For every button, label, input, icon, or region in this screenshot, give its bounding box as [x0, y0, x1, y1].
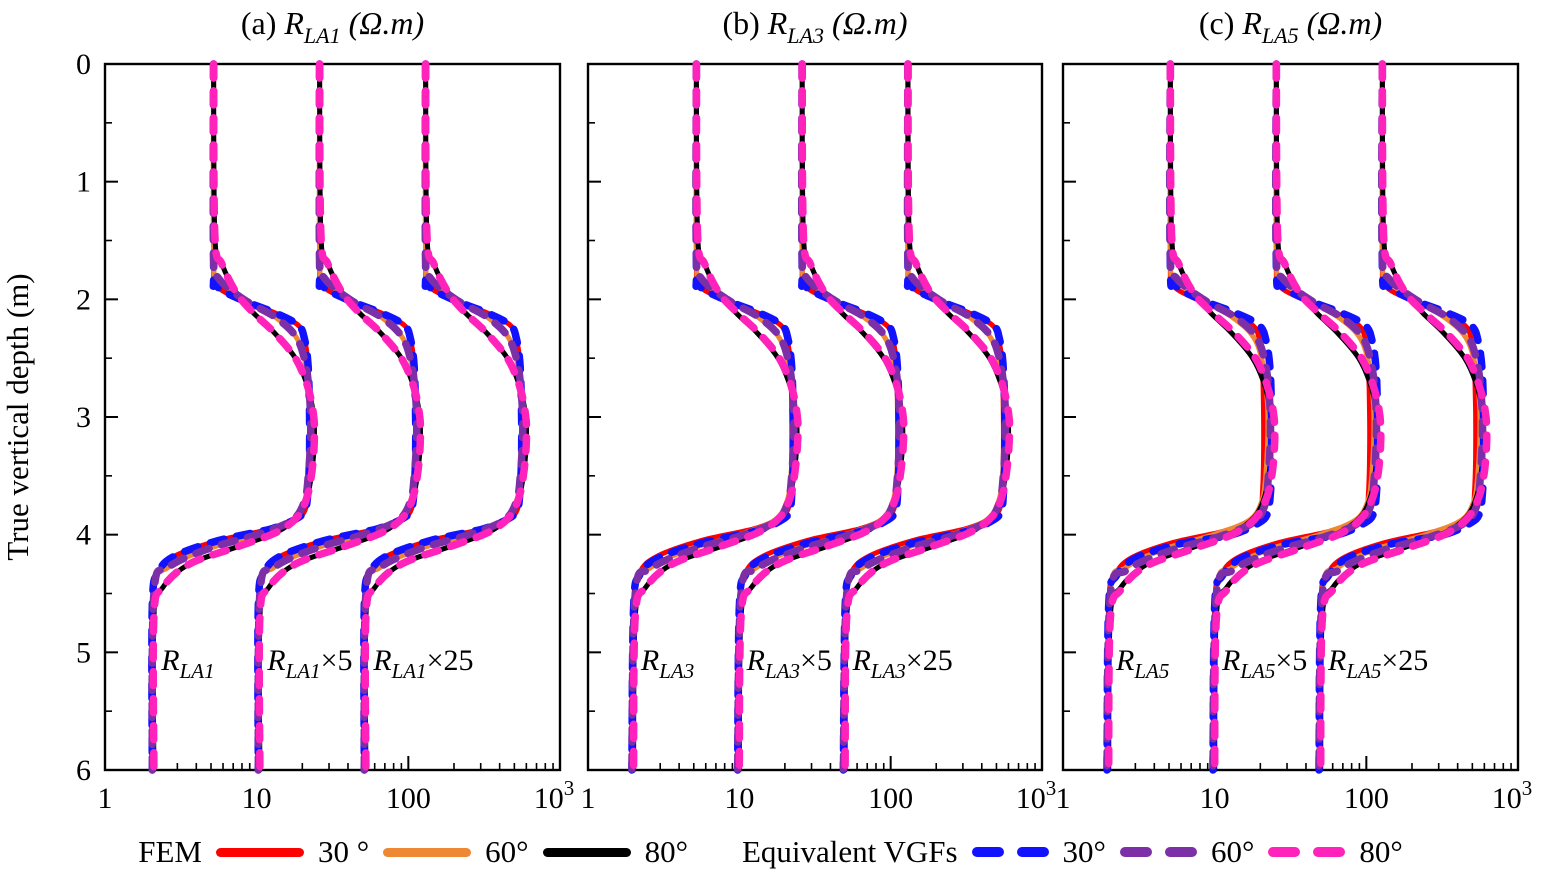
depth-tick-label: 2	[76, 283, 91, 316]
panel-1-vgf-60deg-x5-curve	[733, 60, 904, 774]
legend-vgf-80-dash-icon	[1268, 847, 1346, 857]
panel-1-vgf-80deg-x5-curve	[735, 60, 908, 774]
panel-0-x-tick-label: 1	[98, 782, 113, 815]
legend-vgf-60-label: 60°	[1210, 834, 1255, 869]
panel-2-curve-label-1: RLA5×5	[1221, 644, 1307, 683]
depth-tick-label: 5	[76, 636, 91, 669]
panel-2-vgf-80deg-x25-curve	[1316, 60, 1491, 774]
panel-1-vgf-80deg-x25-curve	[841, 60, 1014, 774]
panel-2-x-tick-label: 10	[1200, 782, 1230, 815]
legend-fem-60-label: 60°	[485, 834, 529, 869]
panel-2-curve-label-0: RLA5	[1115, 644, 1169, 683]
legend-vgf-80-label: 80°	[1359, 834, 1403, 869]
panel-1-curve-label-0: RLA3	[640, 644, 694, 683]
depth-tick-label: 0	[76, 48, 91, 81]
panel-1-curve-label-1: RLA3×5	[746, 644, 832, 683]
panel-2-vgf-60deg-x1-curve	[1103, 60, 1275, 774]
panel-0-x-tick-label: 10	[242, 782, 272, 815]
panel-1-vgf-30deg-x25-curve	[839, 60, 1009, 774]
depth-tick-label: 3	[76, 401, 91, 434]
panel-0-vgf-60deg-x1-curve	[148, 60, 315, 774]
legend-vgf-30-dash-icon	[971, 847, 1049, 857]
panel-2-vgf-60deg-x5-curve	[1209, 60, 1381, 774]
depth-axis-label: True vertical depth (m)	[0, 273, 35, 560]
panels-chart: True vertical depth (m) 1 10 100 103 0 1 2 3 4 5 6 (…	[0, 5, 1533, 815]
legend-fem-60-line-icon	[383, 847, 472, 857]
panel-0-vgf-30deg-x25-curve	[360, 60, 526, 774]
panel-0-vgf-30deg-x1-curve	[148, 60, 314, 774]
depth-tick-label: 4	[76, 519, 91, 552]
legend-fem-30-label: 30 °	[318, 834, 370, 869]
panel-0-vgf-80deg-x1-curve	[149, 60, 319, 774]
panel-1-x-tick-label-1000: 103	[1016, 776, 1057, 815]
panel-0-vgf-60deg-x5-curve	[254, 60, 421, 774]
panel-2-vgf-80deg-x1-curve	[1104, 60, 1279, 774]
panel-2-curve-label-2: RLA5×25	[1327, 644, 1428, 683]
legend-vgf-label: Equivalent VGFs	[741, 834, 958, 869]
panel-2-vgf-80deg-x5-curve	[1210, 60, 1385, 774]
panel-0-x-tick-label-1000: 103	[534, 776, 575, 815]
panel-1-x-tick-label: 100	[868, 782, 913, 815]
panel-0-vgf-60deg-x25-curve	[360, 60, 527, 774]
panel-2-x-tick-label: 1	[1056, 782, 1071, 815]
panel-2-x-tick-label-1000: 103	[1492, 776, 1533, 815]
depth-tick-label: 6	[76, 754, 91, 787]
depth-tick-label: 1	[76, 166, 91, 199]
panel-1-vgf-80deg-x1-curve	[629, 60, 802, 774]
panel-1-curve-label-2: RLA3×25	[851, 644, 952, 683]
legend-fem-80-label: 80°	[644, 834, 688, 869]
legend-fem-80-line-icon	[542, 847, 631, 857]
panel-0-curve-label-1: RLA1×5	[266, 644, 352, 683]
panel-0-vgf-80deg-x25-curve	[361, 60, 531, 774]
panel-2-title: (c) RLA5 (Ω.m)	[1199, 5, 1382, 48]
panel-1-x-tick-label: 1	[581, 782, 596, 815]
panel-1-vgf-60deg-x25-curve	[839, 60, 1010, 774]
panel-0-title: (a) RLA1 (Ω.m)	[241, 5, 424, 48]
panel-1-x-tick-label: 10	[724, 782, 754, 815]
panel-0-curve-label-0: RLA1	[160, 644, 214, 683]
panel-0-vgf-30deg-x5-curve	[254, 60, 420, 774]
panel-1-title: (b) RLA3 (Ω.m)	[722, 5, 907, 48]
panel-2-x-tick-label: 100	[1344, 782, 1389, 815]
figure-legend: FEM 30 ° 60° 80° Equivalent VGFs 30° 60°…	[0, 822, 1541, 882]
legend-vgf-30-label: 30°	[1062, 834, 1106, 869]
panel-0-x-tick-label: 100	[386, 782, 431, 815]
legend-vgf-60-dash-icon	[1119, 847, 1197, 857]
legend-fem-30-line-icon	[216, 847, 304, 857]
panel-1-vgf-60deg-x1-curve	[628, 60, 798, 774]
panel-0-vgf-80deg-x5-curve	[255, 60, 425, 774]
panel-1-vgf-30deg-x1-curve	[628, 60, 798, 774]
panel-0-curve-label-2: RLA1×25	[372, 644, 473, 683]
panel-1-vgf-30deg-x5-curve	[733, 60, 903, 774]
panel-2-vgf-60deg-x25-curve	[1315, 60, 1487, 774]
legend-fem-label: FEM	[138, 834, 202, 869]
